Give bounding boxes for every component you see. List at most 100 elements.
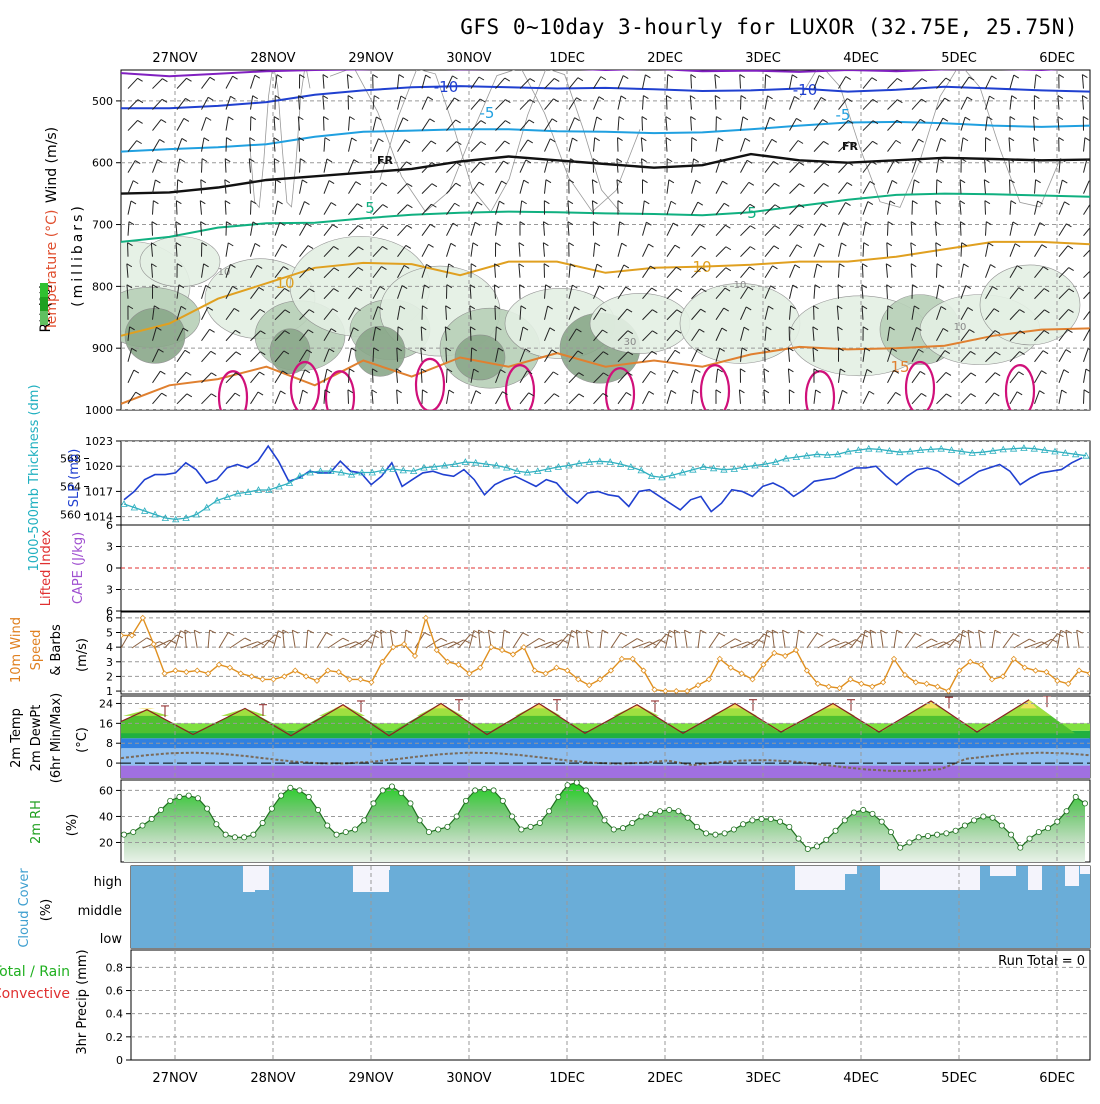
rh-marker	[972, 818, 977, 823]
rh-marker	[787, 824, 792, 829]
rh-tick-label: 40	[99, 810, 113, 823]
rh-marker	[380, 788, 385, 793]
wind-barb	[274, 159, 275, 173]
rh-marker	[962, 823, 967, 828]
contour-label: -5	[480, 104, 495, 122]
ylabel-cloud-cover: Cloud Cover	[17, 868, 32, 948]
wind-barb	[299, 138, 300, 152]
rh-marker	[777, 819, 782, 824]
wind-tick-label: 4	[106, 641, 113, 654]
rh-marker	[833, 828, 838, 833]
ylabel-total-rain: Total / Rain	[0, 964, 70, 980]
rh-marker	[223, 832, 228, 837]
pressure-tick-label: 900	[92, 342, 113, 355]
rh-marker	[362, 818, 367, 823]
rh-marker	[602, 818, 607, 823]
cloud-gap	[255, 866, 269, 890]
rh-marker	[630, 820, 635, 825]
thickness-tick-label: 560	[60, 509, 81, 522]
precip-tick-label: 0	[116, 1054, 123, 1067]
wind-barb	[251, 201, 252, 215]
wind-barb	[471, 348, 472, 362]
wind10m-barb-flag	[1093, 630, 1099, 633]
rh-marker	[990, 815, 995, 820]
date-label-top: 3DEC	[745, 51, 781, 66]
wind-barb-flag	[1091, 203, 1096, 206]
ylabel-temp-units: (°C)	[75, 727, 90, 753]
rh-marker	[158, 807, 163, 812]
wind-tick-label: 1	[106, 685, 113, 698]
rh-marker	[473, 788, 478, 793]
rh-marker	[593, 801, 598, 806]
cloud-gap	[1065, 866, 1079, 886]
rh-marker	[935, 832, 940, 837]
date-label-bottom: 30NOV	[446, 1071, 491, 1086]
rh-shading	[680, 283, 800, 363]
rh-marker	[907, 840, 912, 845]
date-label-bottom: 4DEC	[843, 1071, 879, 1086]
wind-barb	[985, 201, 986, 215]
rh-key-swatch-1	[40, 283, 48, 297]
slp-tick-label: 1017	[85, 485, 113, 498]
ylabel-slp: SLP (mb)	[67, 449, 82, 508]
ylabel-lifted-index: Lifted Index	[39, 529, 54, 606]
pressure-tick-label: 500	[92, 95, 113, 108]
rh-marker	[851, 810, 856, 815]
rh-marker	[546, 809, 551, 814]
date-label-top: 1DEC	[549, 51, 585, 66]
rh-marker	[269, 806, 274, 811]
rh-marker	[149, 816, 154, 821]
rh-marker	[334, 832, 339, 837]
rh-key-swatch-3	[40, 311, 48, 325]
wind-barb	[398, 327, 399, 341]
rh-marker	[417, 818, 422, 823]
rh-marker	[500, 798, 505, 803]
date-label-bottom: 3DEC	[745, 1071, 781, 1086]
rh-marker	[251, 832, 256, 837]
date-label-bottom: 6DEC	[1039, 1071, 1075, 1086]
cloud-content	[131, 866, 1090, 948]
cloud-gap	[990, 866, 1016, 876]
contour-label: 5	[747, 204, 757, 222]
rh-contour-label: 10	[218, 267, 231, 278]
rh-key-swatch-2	[40, 297, 48, 311]
rh-marker	[1055, 819, 1060, 824]
rh-marker	[953, 828, 958, 833]
rh-marker	[814, 844, 819, 849]
rh-marker	[519, 827, 524, 832]
ylabel-2m-rh: 2m RH	[29, 800, 44, 844]
wind-barb	[201, 180, 202, 194]
wind-barb	[887, 243, 888, 257]
rh-marker	[944, 831, 949, 836]
rh-shading	[590, 293, 690, 353]
ylabel-10m-wind: 10m Wind	[9, 617, 24, 683]
rh-marker	[888, 829, 893, 834]
wind-tick-label: 3	[106, 656, 113, 669]
date-label-bottom: 5DEC	[941, 1071, 977, 1086]
rh-marker	[676, 809, 681, 814]
rh-marker	[1036, 829, 1041, 834]
cloud-gap	[845, 866, 857, 874]
wind-tick-label: 2	[106, 670, 113, 683]
wind-barb	[275, 180, 276, 194]
rh-marker	[537, 820, 542, 825]
date-label-top: 4DEC	[843, 51, 879, 66]
wind-barb-flag	[1093, 288, 1098, 291]
rh-marker	[528, 824, 533, 829]
cloud-gap	[1028, 866, 1042, 890]
wind-barb	[862, 264, 863, 278]
pressure-tick-label: 700	[92, 219, 113, 232]
wind-tick-label: 5	[106, 627, 113, 640]
precip-frame	[131, 950, 1090, 1060]
contour-label: 15	[890, 358, 909, 376]
rh-marker	[667, 807, 672, 812]
ylabel-speed: Speed	[29, 630, 44, 671]
rh-marker	[741, 822, 746, 827]
